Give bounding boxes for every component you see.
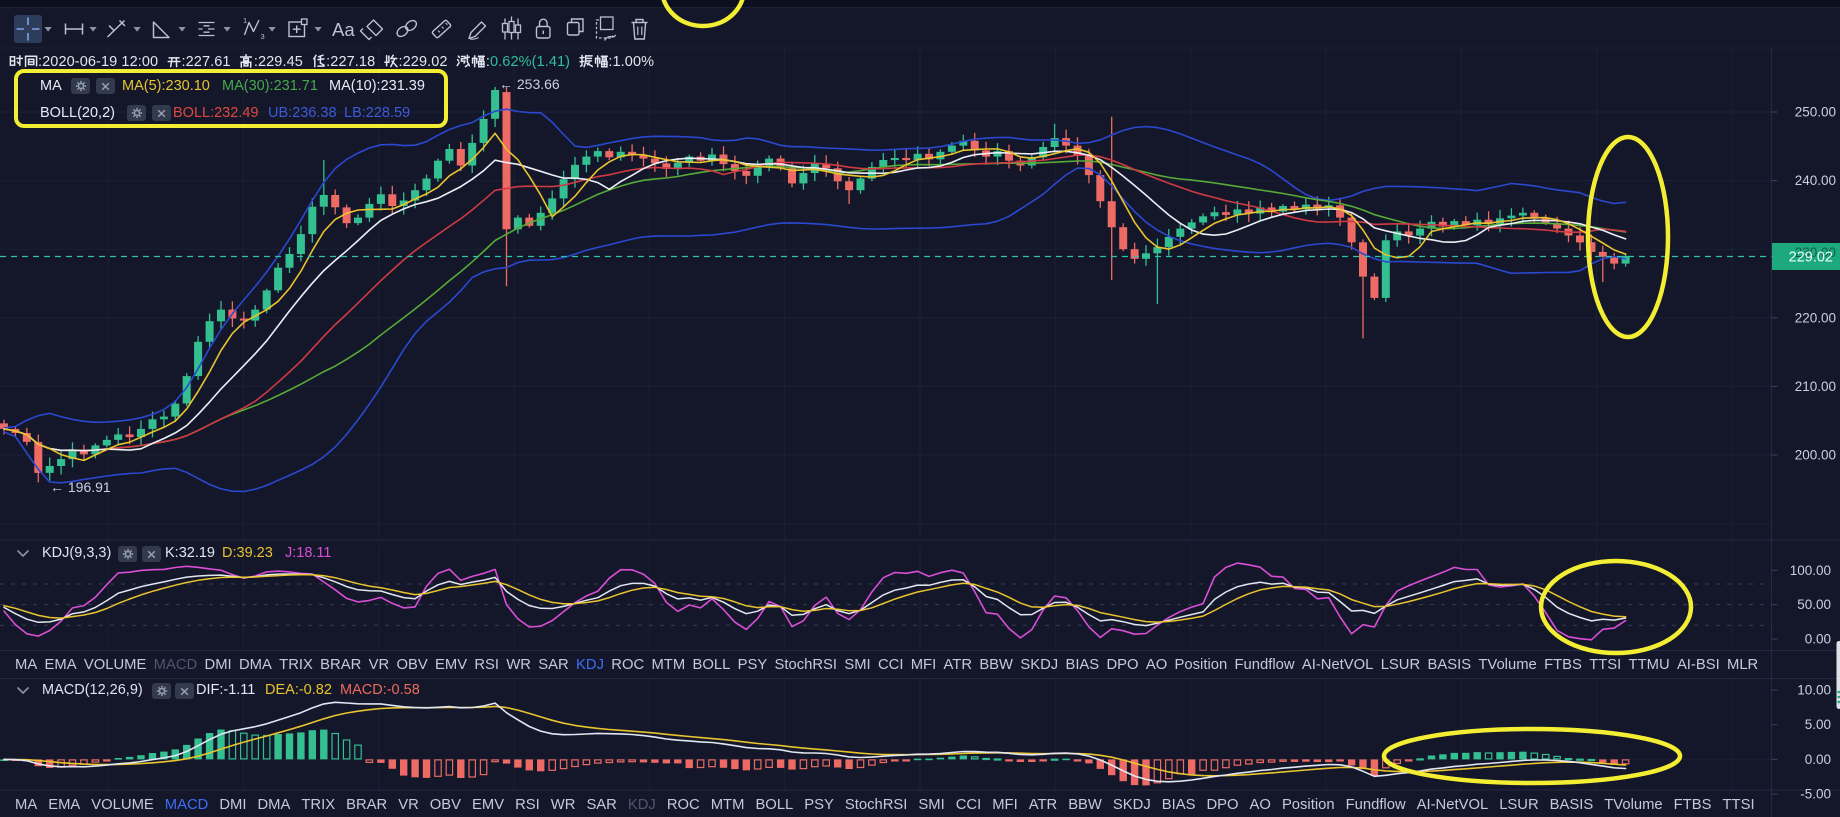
svg-text:5.00: 5.00: [1805, 717, 1831, 732]
svg-text:229.02: 229.02: [1789, 250, 1833, 266]
svg-text:0.00: 0.00: [1805, 632, 1831, 647]
svg-text:100.00: 100.00: [1790, 563, 1831, 578]
svg-text:1: 1: [243, 16, 247, 25]
svg-text:250.00: 250.00: [1795, 105, 1836, 120]
svg-text:210.00: 210.00: [1795, 379, 1836, 394]
svg-text:220.00: 220.00: [1795, 310, 1836, 325]
svg-text:← 196.91: ← 196.91: [50, 479, 111, 495]
svg-text:0.00: 0.00: [1805, 752, 1831, 767]
svg-text:Aa: Aa: [332, 19, 355, 40]
svg-text:10.00: 10.00: [1797, 683, 1831, 698]
svg-text:← 253.66: ← 253.66: [499, 76, 560, 92]
svg-text:240.00: 240.00: [1795, 173, 1836, 188]
svg-text:230.00: 230.00: [1795, 245, 1836, 260]
svg-text:50.00: 50.00: [1797, 597, 1831, 612]
svg-text:200.00: 200.00: [1795, 448, 1836, 463]
svg-text:-5.00: -5.00: [1800, 787, 1831, 802]
svg-text:3: 3: [261, 32, 265, 41]
